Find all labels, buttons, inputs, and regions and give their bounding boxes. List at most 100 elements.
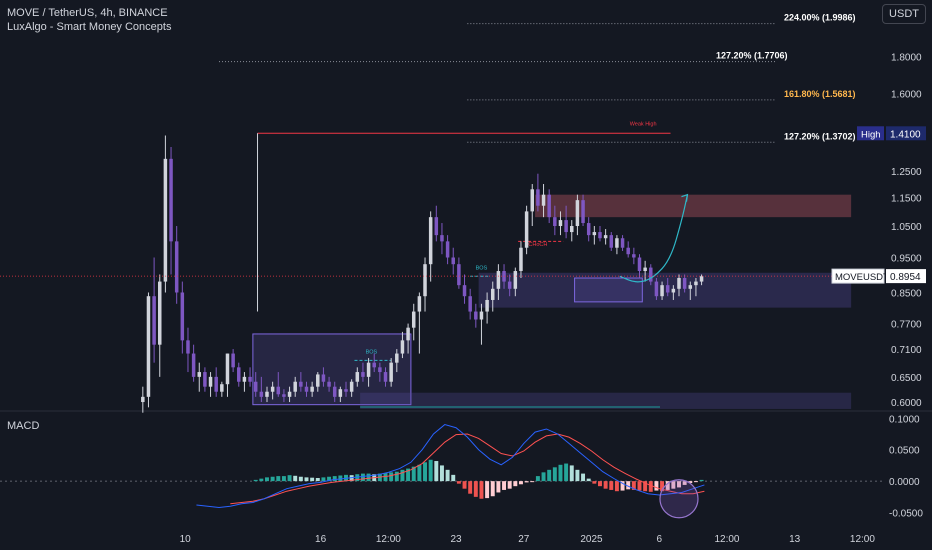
price-tick-label: 1.8000 <box>891 52 922 63</box>
candle-body <box>378 367 382 373</box>
candle-body <box>440 235 444 242</box>
macd-signal-line <box>230 433 705 505</box>
candle-body <box>434 217 439 236</box>
candle-body <box>349 381 354 392</box>
candle-body <box>169 158 173 242</box>
candle-body <box>570 226 574 233</box>
macd-histogram-bar <box>552 467 557 482</box>
macd-histogram-bar <box>586 478 591 482</box>
macd-histogram-bar <box>423 462 427 482</box>
candle-body <box>231 353 235 368</box>
macd-tick-label: 0.0500 <box>889 446 920 457</box>
bos-2-label: BOS <box>476 265 488 271</box>
candle-body <box>485 299 489 312</box>
weak-high-label: Weak High <box>630 121 657 127</box>
candle-body <box>214 376 218 392</box>
lower-demand-zone <box>360 392 852 409</box>
macd-histogram-bar <box>304 477 309 482</box>
candle-body <box>592 232 597 236</box>
candle-body <box>445 241 450 258</box>
candle-body <box>536 189 540 206</box>
candle-body <box>270 386 275 392</box>
macd-histogram-bar <box>530 481 535 483</box>
time-tick-label: 16 <box>315 534 327 545</box>
fib-level-label: 161.80% (1.5681) <box>784 89 856 99</box>
time-tick-label: 6 <box>656 534 662 545</box>
candle-body <box>237 367 241 382</box>
time-tick-label: 23 <box>450 534 462 545</box>
candle-body <box>694 281 698 286</box>
price-tick-label: 1.1500 <box>891 193 922 204</box>
candle-body <box>513 271 518 289</box>
candle-body <box>468 296 472 312</box>
candle-body <box>417 296 422 312</box>
candle-body <box>615 238 619 248</box>
macd-histogram-bar <box>637 481 642 491</box>
candle-body <box>496 271 501 289</box>
candle-body <box>146 296 151 397</box>
macd-histogram-bar <box>575 469 580 482</box>
price-tick-label: 0.7100 <box>891 345 922 356</box>
macd-histogram-bar <box>558 464 563 482</box>
macd-histogram-bar <box>253 479 258 482</box>
macd-tick-label: -0.0500 <box>889 509 923 520</box>
macd-histogram-bar <box>660 481 665 492</box>
macd-histogram-bar <box>360 473 365 482</box>
candle-body <box>665 285 670 293</box>
macd-histogram-bar <box>327 476 332 482</box>
range-box <box>574 277 643 303</box>
price-tick-label: 0.7700 <box>891 320 922 331</box>
macd-histogram-bar <box>699 479 704 482</box>
candle-body <box>474 311 478 320</box>
candle-body <box>553 217 557 227</box>
price-tick-label: 1.2500 <box>891 167 922 178</box>
candle-body <box>490 288 495 300</box>
macd-histogram-bar <box>502 481 507 490</box>
candle-body <box>524 211 529 248</box>
candle-body <box>372 362 376 368</box>
candle-body <box>304 386 309 392</box>
price-tick-label: 1.0500 <box>891 222 922 233</box>
macd-highlight-circle <box>659 479 699 519</box>
macd-histogram-bar <box>281 476 286 482</box>
choch-label: CHoCH <box>528 242 547 248</box>
candle-body <box>547 194 551 218</box>
candle-body <box>152 296 156 345</box>
candle-body <box>310 386 314 392</box>
candle-body <box>282 394 286 397</box>
candle-body <box>395 353 399 363</box>
macd-histogram-bar <box>445 469 450 482</box>
candle-body <box>671 288 676 293</box>
candle-body <box>406 327 410 341</box>
macd-histogram-bar <box>524 481 529 483</box>
macd-histogram-bar <box>620 481 625 491</box>
macd-histogram-bar <box>569 465 574 482</box>
macd-histogram-bar <box>394 471 399 482</box>
macd-histogram-bar <box>631 481 636 490</box>
macd-histogram-bar <box>366 473 371 482</box>
candle-body <box>660 285 664 297</box>
macd-histogram-bar <box>310 477 315 482</box>
symbol-tag-label: MOVEUSDT <box>835 272 889 283</box>
candle-body <box>389 362 393 382</box>
candle-body <box>649 267 653 282</box>
candle-body <box>677 278 681 289</box>
macd-histogram-bar <box>609 481 614 490</box>
macd-histogram-bar <box>383 472 388 482</box>
currency-button[interactable]: USDT <box>882 4 926 24</box>
time-tick-label: 12:00 <box>850 534 875 545</box>
macd-histogram-bar <box>581 473 586 482</box>
time-tick-label: 12:00 <box>714 534 739 545</box>
macd-histogram-bar <box>315 478 320 482</box>
candle-body <box>603 235 608 239</box>
macd-histogram-bar <box>643 481 648 492</box>
macd-histogram-bar <box>479 481 484 499</box>
last-price-label: 0.8954 <box>890 272 921 283</box>
price-tick-label: 0.6000 <box>891 398 922 409</box>
candle-body <box>688 285 693 289</box>
fib-level-label: 127.20% (1.7706) <box>716 51 788 61</box>
price-tick-label: 0.6500 <box>891 373 922 384</box>
candle-body <box>632 254 636 258</box>
macd-histogram-bar <box>321 477 326 482</box>
